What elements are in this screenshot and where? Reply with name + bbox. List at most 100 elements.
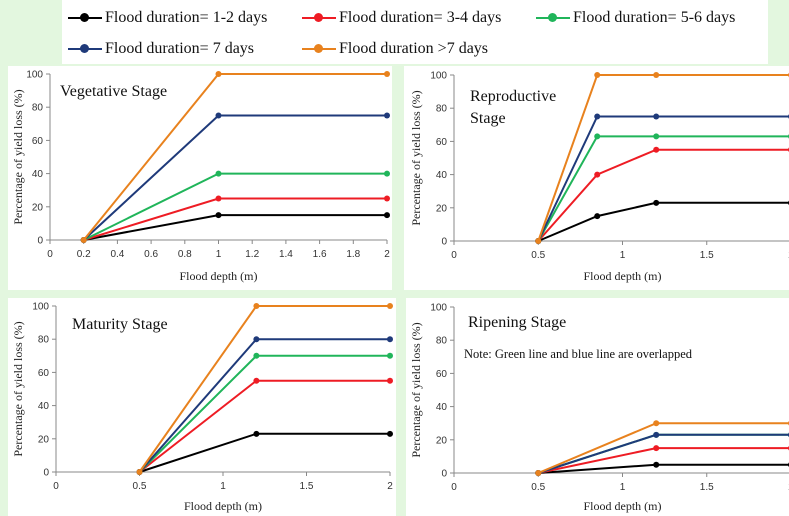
- x-tick-label: 1: [620, 482, 626, 493]
- chart-svg-vegetative: 0 20 40 60 80 100 0 0.2 0.4 0.6 0.8 1 1.2 1.4 1.6 1.8 2 F…: [11, 70, 390, 284]
- data-point: [594, 213, 601, 220]
- legend-swatch-1-2-days: [68, 12, 102, 24]
- x-tick-label: 1: [620, 250, 626, 261]
- legend-label-3-4-days: Flood duration= 3-4 days: [339, 9, 502, 26]
- data-point: [387, 430, 393, 437]
- x-axis-label: Flood depth (m): [584, 499, 662, 513]
- y-tick-label: 60: [436, 137, 448, 148]
- legend-item-5-6-days: Flood duration= 5-6 days: [536, 9, 735, 27]
- data-point: [384, 112, 390, 119]
- x-tick-label: 1.5: [700, 250, 714, 261]
- data-point: [384, 71, 390, 77]
- data-point: [387, 303, 393, 309]
- y-axis-label: Percentage of yield loss (%): [11, 321, 25, 456]
- legend: Flood duration= 1-2 days Flood duration=…: [62, 0, 768, 64]
- data-point: [253, 352, 260, 359]
- data-point: [253, 430, 260, 437]
- x-tick-label: 1.4: [279, 249, 293, 260]
- data-point: [594, 133, 601, 140]
- chart-note-ripening: Note: Green line and blue line are overl…: [464, 347, 693, 361]
- series-line: [537, 74, 789, 242]
- data-point: [384, 212, 390, 219]
- legend-item-7-days: Flood duration= 7 days: [68, 40, 254, 58]
- legend-label-5-6-days: Flood duration= 5-6 days: [573, 9, 736, 26]
- data-point: [653, 431, 660, 438]
- legend-item-3-4-days: Flood duration= 3-4 days: [302, 9, 501, 27]
- data-point: [653, 199, 660, 206]
- series-line: [138, 379, 390, 473]
- x-tick-label: 2: [387, 481, 393, 492]
- data-point: [653, 113, 660, 120]
- y-axis-label: Percentage of yield loss (%): [409, 322, 423, 457]
- y-tick-label: 80: [32, 103, 44, 114]
- series-line: [537, 135, 789, 242]
- data-point: [387, 377, 393, 384]
- data-point: [653, 133, 660, 140]
- data-point: [215, 170, 222, 177]
- data-point: [535, 470, 542, 476]
- series-line: [138, 305, 390, 473]
- x-tick-label: 0.6: [144, 249, 158, 260]
- data-point: [215, 71, 222, 77]
- x-axis-label: Flood depth (m): [180, 269, 258, 283]
- y-tick-label: 80: [38, 335, 50, 346]
- legend-swatch-5-6-days: [536, 12, 570, 24]
- x-tick-label: 1.8: [346, 249, 360, 260]
- chart-maturity-stage: 0 20 40 60 80 100 0 0.5 1 1.5 2 Flood depth (m) Perc…: [8, 298, 396, 516]
- chart-vegetative-stage: 0 20 40 60 80 100 0 0.2 0.4 0.6 0.8 1 1.2 1.4 1.6 1.8 2 F…: [8, 66, 392, 290]
- y-tick-label: 40: [436, 402, 448, 413]
- data-point: [653, 461, 660, 468]
- legend-item-1-2-days: Flood duration= 1-2 days: [68, 9, 267, 27]
- y-tick-label: 0: [441, 469, 447, 480]
- legend-item-over-7-days: Flood duration >7 days: [302, 40, 488, 58]
- y-tick-label: 0: [43, 468, 49, 479]
- y-tick-label: 60: [32, 136, 44, 147]
- data-point: [80, 237, 87, 243]
- series-line: [83, 197, 387, 241]
- chart-title-maturity: Maturity Stage: [72, 314, 168, 336]
- data-point: [253, 336, 260, 343]
- legend-label-7-days: Flood duration= 7 days: [105, 40, 255, 57]
- x-tick-label: 0: [53, 481, 59, 492]
- y-tick-label: 60: [436, 369, 448, 380]
- y-tick-label: 100: [430, 71, 447, 82]
- x-tick-label: 0: [47, 249, 53, 260]
- data-point: [594, 171, 601, 178]
- legend-swatch-3-4-days: [302, 12, 336, 24]
- data-point: [535, 238, 542, 244]
- y-tick-label: 20: [436, 203, 448, 214]
- y-tick-label: 0: [441, 237, 447, 248]
- x-axis-label: Flood depth (m): [584, 269, 662, 283]
- x-tick-label: 0: [451, 482, 457, 493]
- y-tick-label: 100: [430, 303, 447, 314]
- chart-title-ripening: Ripening Stage: [468, 312, 567, 334]
- x-tick-label: 0.2: [77, 249, 91, 260]
- data-point: [594, 72, 601, 78]
- y-tick-label: 20: [32, 202, 44, 213]
- series-line: [83, 214, 387, 241]
- data-point: [215, 212, 222, 219]
- x-tick-label: 1.5: [300, 481, 314, 492]
- data-point: [653, 445, 660, 452]
- data-point: [215, 112, 222, 119]
- x-tick-label: 0.5: [531, 482, 545, 493]
- data-point: [253, 303, 260, 309]
- series-line: [138, 354, 390, 473]
- chart-title-reproductive: Reproductive Stage: [470, 86, 557, 130]
- x-tick-label: 0.5: [531, 250, 545, 261]
- data-point: [387, 336, 393, 343]
- y-axis-label: Percentage of yield loss (%): [409, 90, 423, 225]
- chart-title-vegetative: Vegetative Stage: [60, 81, 168, 103]
- series-line: [537, 433, 789, 474]
- y-tick-label: 60: [38, 368, 50, 379]
- data-point: [384, 195, 390, 202]
- legend-swatch-7-days: [68, 43, 102, 55]
- y-axis-label: Percentage of yield loss (%): [11, 89, 25, 224]
- y-tick-label: 40: [436, 170, 448, 181]
- y-tick-label: 40: [38, 401, 50, 412]
- x-tick-label: 0.5: [133, 481, 147, 492]
- x-tick-label: 0.4: [110, 249, 124, 260]
